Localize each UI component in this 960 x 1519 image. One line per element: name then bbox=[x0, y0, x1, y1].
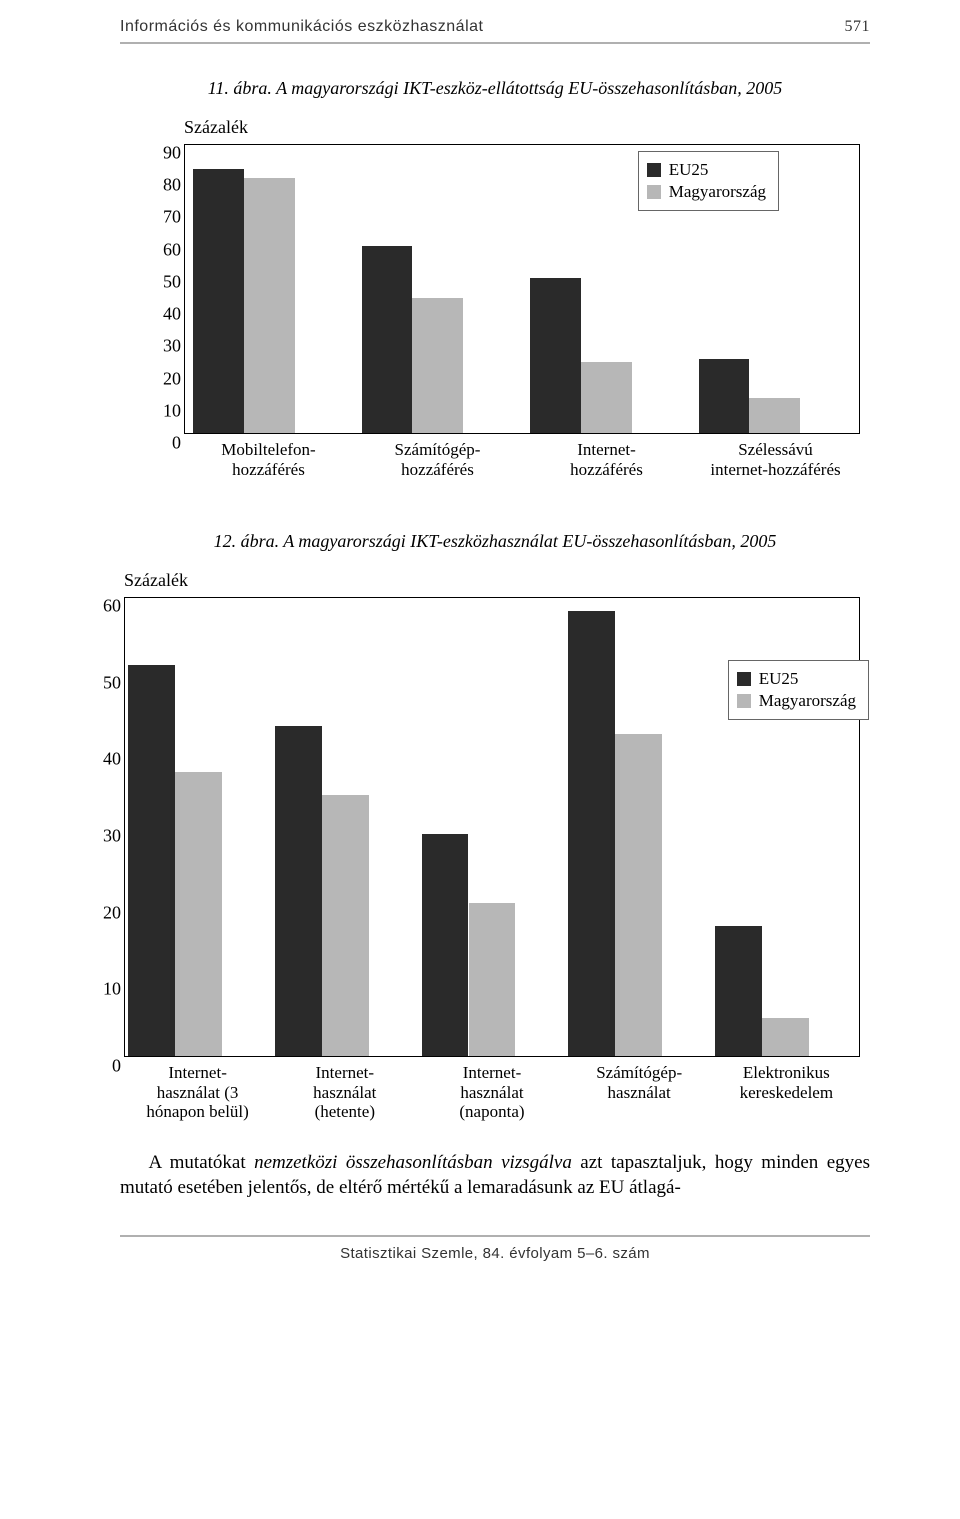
bar bbox=[715, 926, 762, 1056]
chart2-legend: EU25Magyarország bbox=[728, 660, 869, 720]
xlabel: Internet-hozzáférés bbox=[522, 440, 691, 479]
bar-group bbox=[272, 598, 419, 1056]
ytick: 0 bbox=[112, 1056, 121, 1077]
page-number: 571 bbox=[845, 18, 871, 36]
body-paragraph: A mutatókat nemzetközi összehasonlításba… bbox=[120, 1150, 870, 1201]
xlabel: Szélessávúinternet-hozzáférés bbox=[691, 440, 860, 479]
ytick: 10 bbox=[103, 979, 121, 1000]
ytick: 90 bbox=[163, 143, 181, 164]
bar bbox=[568, 611, 615, 1056]
xlabel: Számítógép-hozzáférés bbox=[353, 440, 522, 479]
ytick: 30 bbox=[163, 336, 181, 357]
legend-swatch bbox=[647, 185, 661, 199]
chart2-yaxis-title: Százalék bbox=[124, 570, 870, 591]
bar-group bbox=[565, 598, 712, 1056]
bar bbox=[422, 834, 469, 1056]
footer-rule bbox=[120, 1235, 870, 1237]
header-rule bbox=[120, 42, 870, 44]
ytick: 80 bbox=[163, 175, 181, 196]
chart2-plot: 0102030405060 EU25Magyarország bbox=[124, 597, 860, 1057]
ytick: 60 bbox=[163, 239, 181, 260]
bar-group bbox=[354, 145, 523, 433]
ytick: 50 bbox=[163, 271, 181, 292]
xlabel: Elektronikuskereskedelem bbox=[713, 1063, 860, 1122]
figure2-title: 12. ábra. A magyarországi IKT-eszközhasz… bbox=[120, 531, 870, 552]
bar bbox=[275, 726, 322, 1056]
chart1-plot: 0102030405060708090 EU25Magyarország bbox=[184, 144, 860, 434]
bar bbox=[322, 795, 369, 1056]
ytick: 40 bbox=[163, 304, 181, 325]
legend-label: Magyarország bbox=[759, 691, 856, 711]
ytick: 0 bbox=[172, 433, 181, 454]
xlabel: Internet-használat(hetente) bbox=[271, 1063, 418, 1122]
xlabel: Mobiltelefon-hozzáférés bbox=[184, 440, 353, 479]
running-header: Információs és kommunikációs eszközhaszn… bbox=[120, 0, 870, 42]
chart1: 0102030405060708090 EU25Magyarország Mob… bbox=[184, 144, 860, 479]
legend-swatch bbox=[737, 672, 751, 686]
legend-label: EU25 bbox=[669, 160, 709, 180]
legend-swatch bbox=[737, 694, 751, 708]
ytick: 10 bbox=[163, 400, 181, 421]
ytick: 70 bbox=[163, 207, 181, 228]
bar bbox=[128, 665, 175, 1056]
xlabel: Internet-használat (3hónapon belül) bbox=[124, 1063, 271, 1122]
bar bbox=[362, 246, 413, 433]
chart1-yaxis-title: Százalék bbox=[184, 117, 870, 138]
bar bbox=[412, 298, 463, 433]
legend-item: EU25 bbox=[737, 669, 856, 689]
ytick: 20 bbox=[103, 902, 121, 923]
xlabel: Internet-használat(naponta) bbox=[418, 1063, 565, 1122]
chart2: 0102030405060 EU25Magyarország Internet-… bbox=[124, 597, 860, 1122]
ytick: 40 bbox=[103, 749, 121, 770]
bar bbox=[244, 178, 295, 433]
footer-text: Statisztikai Szemle, 84. évfolyam 5–6. s… bbox=[120, 1245, 870, 1262]
chart1-legend: EU25Magyarország bbox=[638, 151, 779, 211]
legend-label: EU25 bbox=[759, 669, 799, 689]
bar bbox=[581, 362, 632, 433]
bar bbox=[530, 278, 581, 433]
bar bbox=[699, 359, 750, 433]
figure1-title: 11. ábra. A magyarországi IKT-eszköz-ell… bbox=[120, 78, 870, 99]
legend-label: Magyarország bbox=[669, 182, 766, 202]
ytick: 60 bbox=[103, 596, 121, 617]
ytick: 30 bbox=[103, 826, 121, 847]
bar bbox=[469, 903, 516, 1056]
legend-swatch bbox=[647, 163, 661, 177]
bar bbox=[615, 734, 662, 1056]
chart2-yticks: 0102030405060 bbox=[77, 598, 121, 1056]
legend-item: EU25 bbox=[647, 160, 766, 180]
bar bbox=[749, 398, 800, 433]
ytick: 50 bbox=[103, 672, 121, 693]
chart1-xlabels: Mobiltelefon-hozzáférésSzámítógép-hozzáf… bbox=[184, 440, 860, 479]
xlabel: Számítógép-használat bbox=[566, 1063, 713, 1122]
bar-group bbox=[185, 145, 354, 433]
bar-group bbox=[419, 598, 566, 1056]
ytick: 20 bbox=[163, 368, 181, 389]
bar bbox=[175, 772, 222, 1056]
bar bbox=[193, 169, 244, 433]
chart1-yticks: 0102030405060708090 bbox=[137, 145, 181, 433]
legend-item: Magyarország bbox=[647, 182, 766, 202]
section-title: Információs és kommunikációs eszközhaszn… bbox=[120, 18, 483, 36]
chart2-xlabels: Internet-használat (3hónapon belül)Inter… bbox=[124, 1063, 860, 1122]
bar-group bbox=[125, 598, 272, 1056]
legend-item: Magyarország bbox=[737, 691, 856, 711]
bar bbox=[762, 1018, 809, 1056]
